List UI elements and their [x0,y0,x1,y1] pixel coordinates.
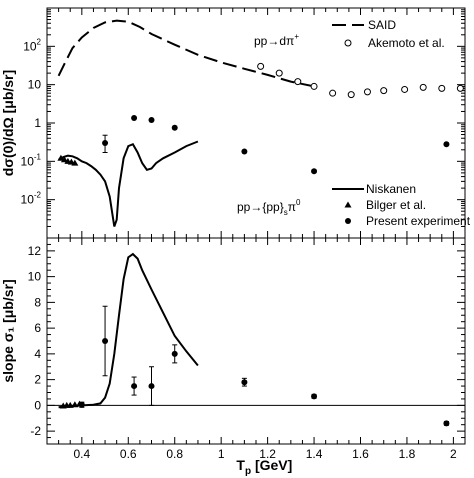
top-akemoto-et-al--point [347,91,355,99]
x-tick-label: 0.4 [73,447,90,461]
top-niskanen-line [58,140,199,227]
top-said-line [57,19,315,88]
x-tick-label: 0.8 [166,447,183,461]
x-tick-label: 1.2 [259,447,276,461]
y-tick-label: 10 [28,78,42,92]
y-tick-label: 6 [34,321,41,335]
top-present-experiment-point [241,148,248,155]
y-tick-label: -2 [30,424,41,438]
top-akemoto-et-al--point [310,82,318,90]
y-tick-label: 102 [23,37,41,53]
x-tick-label: 1 [218,447,225,461]
x-axis-title: Tp [GeV] [236,457,292,477]
legend-lower: Niskanen Bilger et al. Present experiment [332,182,471,228]
y-tick-label: 4 [34,347,41,361]
x-tick-label: 0.6 [120,447,137,461]
bottom-niskanen-line [58,252,199,409]
top-akemoto-et-al--point [275,69,283,77]
top-akemoto-et-al--point [329,89,337,97]
top-panel: 10-2 10-1 1 10 102 dσ(0)/dΩ [μb/sr] pp→dπ+ pp→{… [0,7,471,239]
legend-label: Akemoto et al. [368,36,445,50]
top-akemoto-et-al--point [294,78,302,86]
bottom-present-experiment-point [443,420,450,427]
legend-marker [344,201,352,208]
legend-label: SAID [368,18,396,32]
bottom-present-experiment-point [171,350,178,357]
reaction-label-upper: pp→dπ+ [254,32,299,48]
legend-label: Bilger et al. [366,198,426,212]
bottom-present-experiment-point [131,383,138,390]
bottom-y-axis-title: slope σ₁ [μb/sr] [0,279,16,382]
top-present-experiment-point [131,115,138,122]
bottom-present-experiment-point [78,401,85,408]
bottom-present-experiment-point [311,393,318,400]
top-akemoto-et-al--point [257,62,265,70]
top-bilger-et-al--point [60,156,68,163]
y-tick-label: 12 [28,244,42,258]
bottom-present-experiment-point [241,379,248,386]
reaction-label-lower: pp→{pp}sπ0 [237,198,301,217]
top-present-experiment-point [102,140,109,147]
bottom-plot-frame [46,237,466,445]
top-akemoto-et-al--point [456,84,464,92]
bottom-present-experiment-point [148,383,155,390]
top-bilger-et-al--point [71,159,79,166]
top-akemoto-et-al--point [419,83,427,91]
top-akemoto-et-al--point [380,87,388,95]
bottom-present-experiment-point [102,338,109,344]
top-present-experiment-point [171,124,178,131]
top-akemoto-et-al--point [401,85,409,93]
legend-upper: SAID Akemoto et al. [332,18,445,50]
y-tick-label: 2 [34,373,41,387]
top-akemoto-et-al--point [438,84,446,92]
top-present-experiment-point [148,116,155,123]
x-tick-label: 1.6 [352,447,369,461]
y-tick-label: 10 [28,270,42,284]
legend-label: Present experiment [366,214,471,228]
x-tick-label: 2 [450,447,457,461]
top-y-axis-title: dσ(0)/dΩ [μb/sr] [0,70,16,176]
y-tick-label: 8 [34,295,41,309]
legend-label: Niskanen [366,182,416,196]
x-tick-label: 1.8 [399,447,416,461]
x-tick-label: 1.4 [306,447,323,461]
y-tick-label: 1 [34,116,41,130]
top-akemoto-et-al--point [363,88,371,96]
y-tick-label: 10-2 [21,191,42,207]
bottom-panel: 0.4 0.6 0.8 1 1.2 1.4 1.6 1.8 2 -2 0 2 4 6 8 10 12 slope … [0,237,466,477]
legend-marker [345,218,351,224]
y-tick-label: 10-1 [21,152,42,168]
top-present-experiment-point [311,168,318,175]
y-tick-label: 0 [34,398,41,412]
top-present-experiment-point [443,141,450,148]
legend-marker [344,39,352,47]
